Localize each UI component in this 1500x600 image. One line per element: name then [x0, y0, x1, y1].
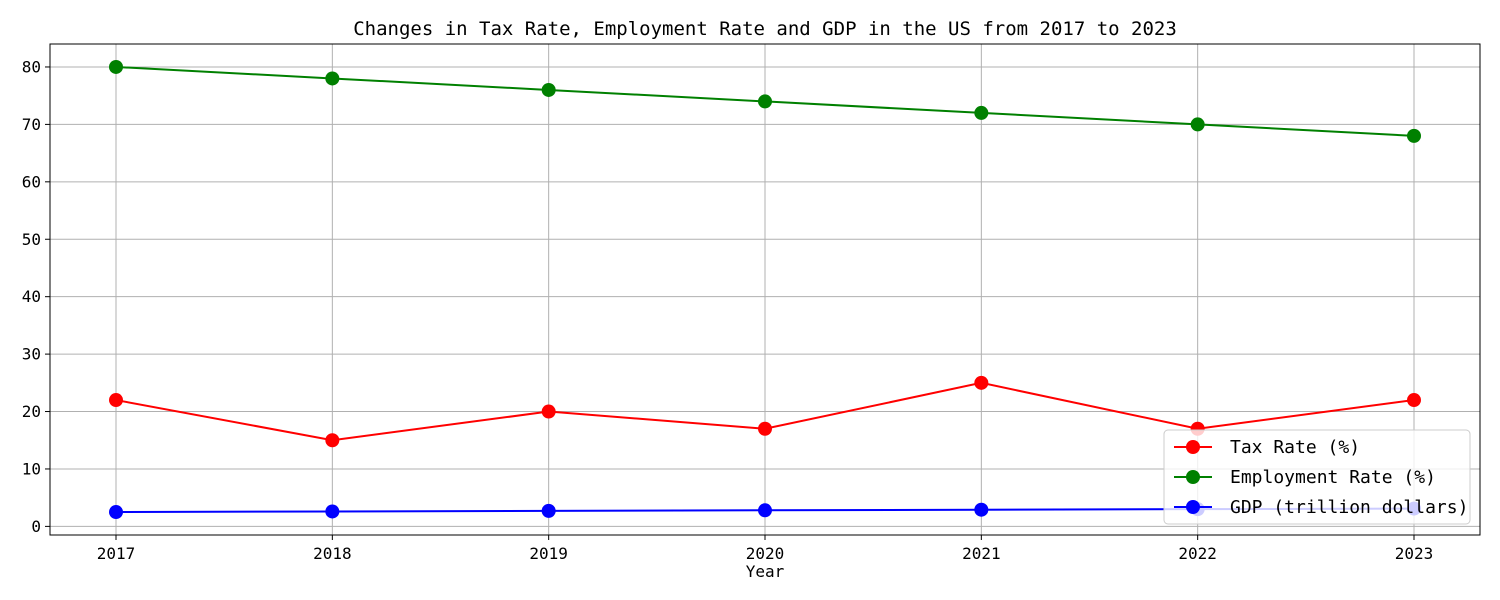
- y-tick-label: 20: [22, 402, 41, 421]
- data-point: [109, 59, 123, 74]
- legend-item: GDP (trillion dollars): [1174, 497, 1468, 518]
- data-point: [541, 503, 556, 518]
- data-point: [541, 82, 556, 97]
- legend-box: [1163, 429, 1471, 525]
- legend-label: GDP (trillion dollars): [1230, 497, 1468, 518]
- legend-item: Tax Rate (%): [1174, 437, 1360, 458]
- data-point: [1407, 128, 1421, 143]
- data-point: [758, 94, 772, 109]
- data-point: [974, 502, 989, 517]
- x-tick-label: 2019: [529, 544, 568, 563]
- x-axis-label: Year: [746, 562, 785, 581]
- series-0: [109, 375, 1421, 448]
- y-tick-label: 60: [22, 172, 41, 191]
- y-tick-label: 0: [31, 517, 41, 536]
- axes: 2017 2018 2019 2020 2021 2022 2023 0 10 20 30 40 50 6…: [22, 57, 1434, 563]
- legend-marker: [1186, 500, 1200, 514]
- data-point: [1190, 117, 1205, 132]
- x-tick-label: 2022: [1178, 544, 1217, 563]
- x-tick-label: 2020: [746, 544, 785, 563]
- data-point: [758, 421, 772, 436]
- y-tick-label: 40: [22, 287, 41, 306]
- x-tick-label: 2023: [1395, 544, 1434, 563]
- legend-marker: [1186, 470, 1200, 484]
- data-point: [325, 433, 340, 448]
- data-point: [541, 404, 556, 419]
- data-point: [758, 503, 772, 518]
- y-tick-label: 50: [22, 230, 41, 249]
- data-point: [325, 504, 340, 519]
- data-point: [109, 393, 123, 408]
- legend-label: Employment Rate (%): [1230, 467, 1436, 488]
- legend: Tax Rate (%) Employment Rate (%) GDP (tril…: [1163, 429, 1471, 525]
- x-tick-label: 2018: [313, 544, 352, 563]
- legend-item: Employment Rate (%): [1174, 467, 1436, 488]
- series-1: [109, 59, 1421, 143]
- y-tick-label: 30: [22, 345, 41, 364]
- legend-marker: [1186, 440, 1200, 454]
- data-point: [974, 105, 989, 120]
- y-tick-label: 10: [22, 459, 41, 478]
- data-point: [109, 505, 123, 520]
- x-tick-label: 2021: [962, 544, 1001, 563]
- data-point: [1407, 393, 1421, 408]
- x-tick-label: 2017: [97, 544, 136, 563]
- data-point: [325, 71, 340, 86]
- legend-label: Tax Rate (%): [1230, 437, 1360, 458]
- data-point: [974, 375, 989, 390]
- y-tick-label: 70: [22, 115, 41, 134]
- chart-title: Changes in Tax Rate, Employment Rate and…: [353, 18, 1177, 40]
- y-tick-label: 80: [22, 57, 41, 76]
